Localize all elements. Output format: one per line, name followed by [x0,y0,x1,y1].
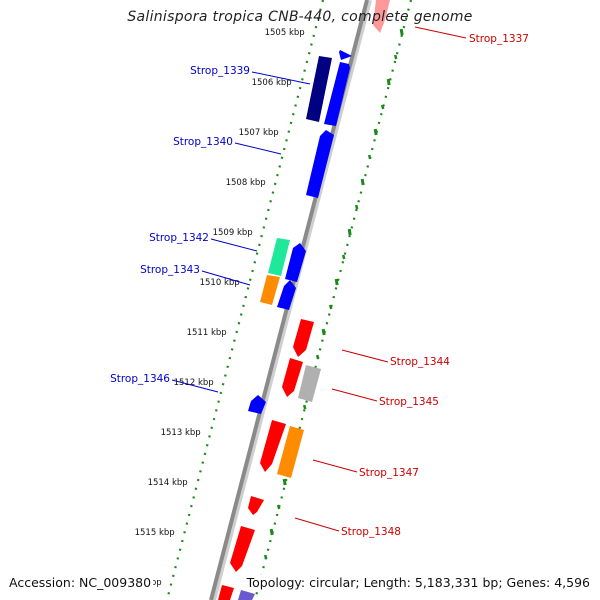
gene-labels: Strop_1339 Strop_1340 Strop_1342 Strop_1… [110,33,529,538]
gene-strop-1346 [248,395,266,414]
tick-label: 1514 kbp [148,478,188,488]
connector-strop-1347 [312,459,358,473]
gene-strop-1343-orange [260,275,280,305]
tick-label: 1511 kbp [187,328,227,338]
label-strop-1340[interactable]: Strop_1340 [173,136,233,148]
connector-strop-1339 [251,71,311,85]
gene-strop-1339 [324,62,350,126]
major-tick [269,528,274,536]
gene-strop-1340 [306,130,334,198]
minor-tick [341,254,346,260]
gene-strop-1348 [230,526,255,572]
major-tick [334,278,339,286]
gene-strop-1344 [293,319,314,357]
major-tick [347,228,352,236]
label-strop-1343[interactable]: Strop_1343 [140,264,200,276]
gene-strop-1343 [277,280,296,310]
minor-tick [380,104,385,110]
label-strop-1339[interactable]: Strop_1339 [190,65,250,77]
inner-tick-ring [165,0,325,600]
major-tick [360,178,365,186]
connector-strop-1344 [341,349,389,363]
connector-strop-1340 [234,142,282,155]
minor-tick [393,54,398,60]
label-connectors [171,26,467,532]
minor-tick [354,204,359,210]
connector-strop-1346 [171,379,219,393]
label-strop-1346[interactable]: Strop_1346 [110,373,170,385]
minor-tick [315,354,320,360]
gene-strop-1347-red [260,420,286,472]
connector-strop-1348 [294,517,340,532]
tick-label: 1506 kbp [252,78,292,88]
gene-strop-1342 [285,243,306,282]
major-tick [386,78,391,86]
label-strop-1347[interactable]: Strop_1347 [359,467,419,479]
tick-label: 1507 kbp [239,128,279,138]
gene-strop-1345-gray [298,365,321,402]
label-strop-1345[interactable]: Strop_1345 [379,396,439,408]
connector-strop-1343 [201,270,251,286]
accession-text: Accession: NC_009380 [9,575,154,590]
genome-stats-text: Topology: circular; Length: 5,183,331 bp… [244,575,590,590]
minor-tick [367,154,372,160]
connector-strop-1337 [414,26,467,39]
gene-strop-1337 [373,0,390,33]
label-strop-1337[interactable]: Strop_1337 [469,33,529,45]
connector-strop-1345 [331,388,378,402]
forward-genes [218,50,352,600]
tick-label: 1505 kbp [265,28,305,38]
reverse-genes [230,0,390,572]
gene-strop-1342-teal [268,238,290,276]
gene-strop-1348-small [248,496,264,515]
tick-label: 1515 kbp [135,528,175,538]
label-strop-1348[interactable]: Strop_1348 [341,526,401,538]
major-tick [373,128,378,136]
tick-label: 1512 kbp [174,378,214,388]
gene-strop-1344-b [282,358,303,397]
minor-tick [328,304,333,310]
tick-labels: 1505 kbp 1506 kbp 1507 kbp 1508 kbp 1509 kbp… [122,28,305,588]
gene-bottom-red-left [218,585,234,600]
gene-strop-1339-dark [306,56,332,122]
gene-small-top [339,50,352,60]
label-strop-1344[interactable]: Strop_1344 [390,356,450,368]
connector-strop-1342 [210,238,258,252]
major-tick [321,328,326,336]
minor-tick [263,554,268,560]
minor-tick [276,504,281,510]
tick-label: 1513 kbp [161,428,201,438]
major-tick [282,478,287,486]
label-strop-1342[interactable]: Strop_1342 [149,232,209,244]
major-tick [399,28,404,36]
map-title: Salinispora tropica CNB-440, complete ge… [127,9,473,25]
tick-label: 1509 kbp [213,228,253,238]
minor-tick [302,404,307,410]
tick-label: 1508 kbp [226,178,266,188]
gene-strop-1347-orange [277,426,304,478]
gene-bottom-purple [238,590,255,600]
tick-label: 1510 kbp [200,278,240,288]
